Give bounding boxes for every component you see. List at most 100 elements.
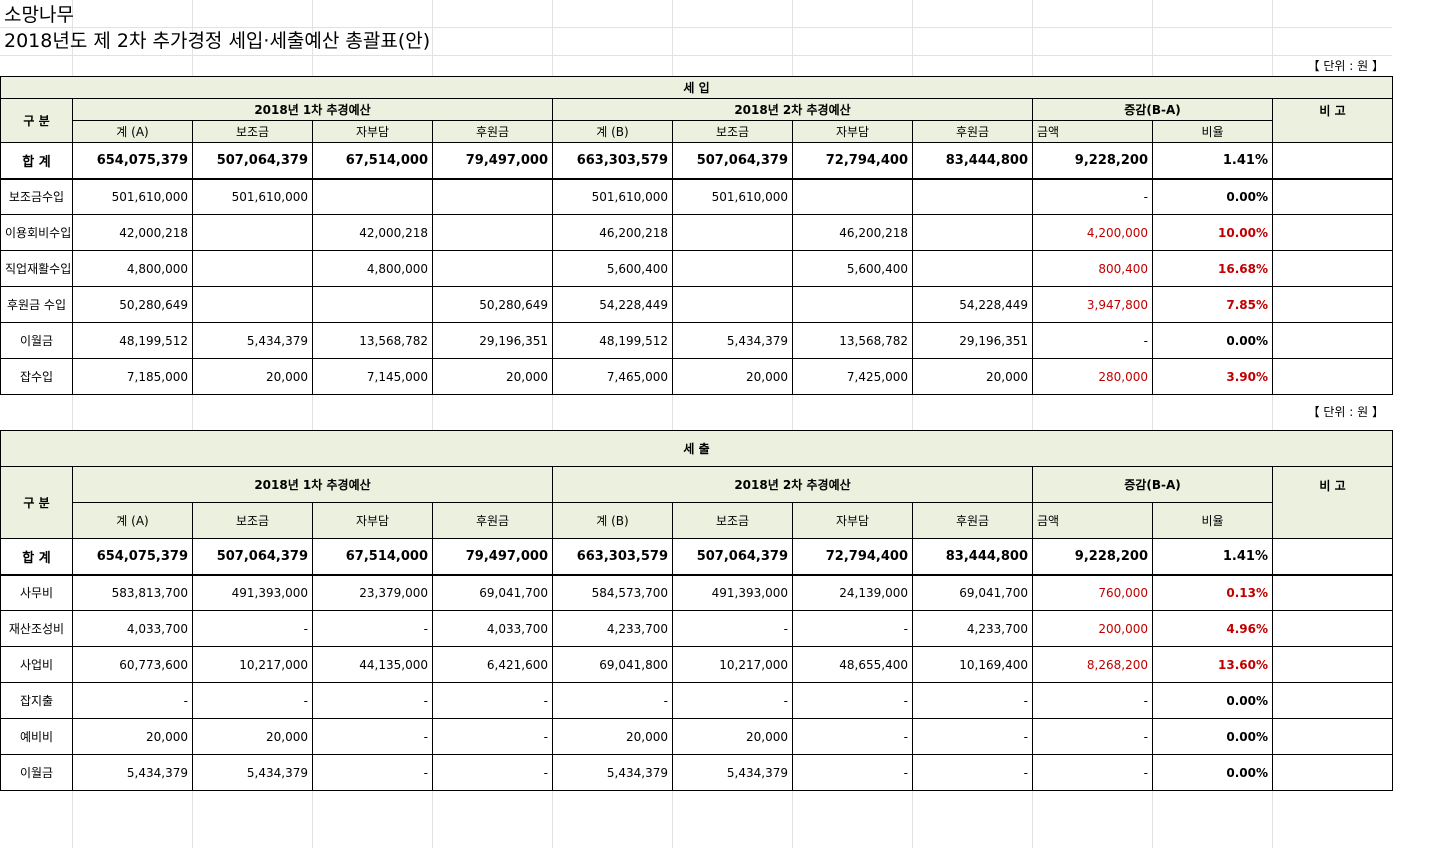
expense-total-row: 합 계 654,075,379 507,064,379 67,514,000 7… xyxy=(0,538,1394,576)
cell-a-subsidy: 5,434,379 xyxy=(192,322,313,359)
cell-remarks xyxy=(1271,682,1394,719)
self-pay-header: 자부담 xyxy=(312,120,433,143)
remarks-header: 비 고 xyxy=(1271,98,1394,143)
cell-b-subsidy: 501,610,000 xyxy=(672,178,793,215)
cell-a-subsidy: 507,064,379 xyxy=(192,538,313,576)
cell-b-self: - xyxy=(792,754,913,791)
cell-b: 501,610,000 xyxy=(552,178,673,215)
donation-header: 후원금 xyxy=(912,502,1033,539)
cell-amount: 200,000 xyxy=(1032,610,1153,647)
cell-b-donation: - xyxy=(912,682,1033,719)
cell-amount: 9,228,200 xyxy=(1032,538,1153,576)
cell-remarks xyxy=(1271,250,1394,287)
unit-note-revenue: 【 단위 : 원 】 xyxy=(1307,59,1384,73)
cell-b: 20,000 xyxy=(552,718,673,755)
cell-b-subsidy xyxy=(672,286,793,323)
subsidy-header: 보조금 xyxy=(192,502,313,539)
cell-amount: - xyxy=(1032,322,1153,359)
sum-a-header: 계 (A) xyxy=(72,120,193,143)
cell-b: 54,228,449 xyxy=(552,286,673,323)
cell-ratio: 0.00% xyxy=(1152,178,1273,215)
cell-b-subsidy: 20,000 xyxy=(672,358,793,395)
row-label: 이용회비수입 xyxy=(0,214,73,251)
row-label: 이월금 xyxy=(0,322,73,359)
cell-b-self: 72,794,400 xyxy=(792,142,913,180)
cell-a-subsidy: 501,610,000 xyxy=(192,178,313,215)
table-row: 잡수입 7,185,000 20,000 7,145,000 20,000 7,465,0… xyxy=(0,358,1394,395)
sum-b-header: 계 (B) xyxy=(552,120,673,143)
cell-remarks xyxy=(1271,538,1394,576)
cell-a-self: - xyxy=(312,610,433,647)
amount-header: 금액 xyxy=(1032,120,1153,143)
table-row: 사무비 583,813,700 491,393,000 23,379,000 69,04… xyxy=(0,574,1394,611)
cell-a-self: 7,145,000 xyxy=(312,358,433,395)
row-label: 이월금 xyxy=(0,754,73,791)
cell-a-subsidy xyxy=(192,250,313,287)
row-label: 사무비 xyxy=(0,574,73,611)
cell-b-donation: 10,169,400 xyxy=(912,646,1033,683)
cell-b-self: 7,425,000 xyxy=(792,358,913,395)
cell-a: 42,000,218 xyxy=(72,214,193,251)
table-row: 재산조성비 4,033,700- -4,033,700 4,233,700- -4,23… xyxy=(0,610,1394,647)
cell-b-subsidy: 507,064,379 xyxy=(672,142,793,180)
cell-remarks xyxy=(1271,214,1394,251)
table-row: 후원금 수입 50,280,649 50,280,649 54,228,449 54,2… xyxy=(0,286,1394,323)
cell-b-self: 24,139,000 xyxy=(792,574,913,611)
cell-a-subsidy: 507,064,379 xyxy=(192,142,313,180)
row-label: 보조금수입 xyxy=(0,178,73,215)
cell-b-self: 46,200,218 xyxy=(792,214,913,251)
cell-ratio: 16.68% xyxy=(1152,250,1273,287)
expense-table: 세 출 구 분 2018년 1차 추경예산 2018년 2차 추경예산 증감(B… xyxy=(0,430,1394,791)
cell-b-subsidy: - xyxy=(672,682,793,719)
cell-a-subsidy xyxy=(192,214,313,251)
cell-b: 7,465,000 xyxy=(552,358,673,395)
cell-b-subsidy: 5,434,379 xyxy=(672,322,793,359)
cell-b-subsidy: - xyxy=(672,610,793,647)
category-header: 구 분 xyxy=(0,466,73,539)
cell-a: 48,199,512 xyxy=(72,322,193,359)
cell-a-donation: - xyxy=(432,754,553,791)
cell-ratio: 1.41% xyxy=(1152,142,1273,180)
table-row: 이월금 5,434,379 5,434,379- -5,434,379 5,434,37… xyxy=(0,754,1394,791)
cell-a-self: 23,379,000 xyxy=(312,574,433,611)
cell-b-self xyxy=(792,286,913,323)
donation-header: 후원금 xyxy=(432,502,553,539)
cell-b-donation: - xyxy=(912,754,1033,791)
cell-a-subsidy: 20,000 xyxy=(192,718,313,755)
cell-b: 48,199,512 xyxy=(552,322,673,359)
cell-b-subsidy: 10,217,000 xyxy=(672,646,793,683)
cell-b-self: 13,568,782 xyxy=(792,322,913,359)
ratio-header: 비율 xyxy=(1152,120,1273,143)
cell-a-donation: 20,000 xyxy=(432,358,553,395)
cell-b-self: 72,794,400 xyxy=(792,538,913,576)
row-label: 예비비 xyxy=(0,718,73,755)
first-budget-header: 2018년 1차 추경예산 xyxy=(72,466,553,503)
organization-name: 소망나무 xyxy=(4,4,74,26)
cell-a-donation: 4,033,700 xyxy=(432,610,553,647)
cell-a: 5,434,379 xyxy=(72,754,193,791)
cell-a-donation: 79,497,000 xyxy=(432,538,553,576)
table-row: 예비비 20,000 20,000- -20,000 20,000- - -0.00% xyxy=(0,718,1394,755)
cell-amount: - xyxy=(1032,754,1153,791)
cell-remarks xyxy=(1271,754,1394,791)
row-label: 잡지출 xyxy=(0,682,73,719)
subsidy-header: 보조금 xyxy=(672,120,793,143)
cell-a: 50,280,649 xyxy=(72,286,193,323)
table-row: 사업비 60,773,600 10,217,000 44,135,000 6,421,6… xyxy=(0,646,1394,683)
cell-b-subsidy: 5,434,379 xyxy=(672,754,793,791)
cell-remarks xyxy=(1271,718,1394,755)
cell-b: 663,303,579 xyxy=(552,538,673,576)
cell-b-donation: - xyxy=(912,718,1033,755)
cell-a-subsidy: - xyxy=(192,610,313,647)
cell-b-donation xyxy=(912,250,1033,287)
cell-a-subsidy: 20,000 xyxy=(192,358,313,395)
cell-amount: 4,200,000 xyxy=(1032,214,1153,251)
total-label: 합 계 xyxy=(0,142,73,180)
cell-ratio: 0.00% xyxy=(1152,718,1273,755)
cell-amount: - xyxy=(1032,682,1153,719)
revenue-table: 세 입 구 분 2018년 1차 추경예산 2018년 2차 추경예산 증감(B… xyxy=(0,76,1394,395)
cell-amount: 3,947,800 xyxy=(1032,286,1153,323)
cell-b-donation: 69,041,700 xyxy=(912,574,1033,611)
cell-ratio: 0.00% xyxy=(1152,754,1273,791)
total-label: 합 계 xyxy=(0,538,73,576)
